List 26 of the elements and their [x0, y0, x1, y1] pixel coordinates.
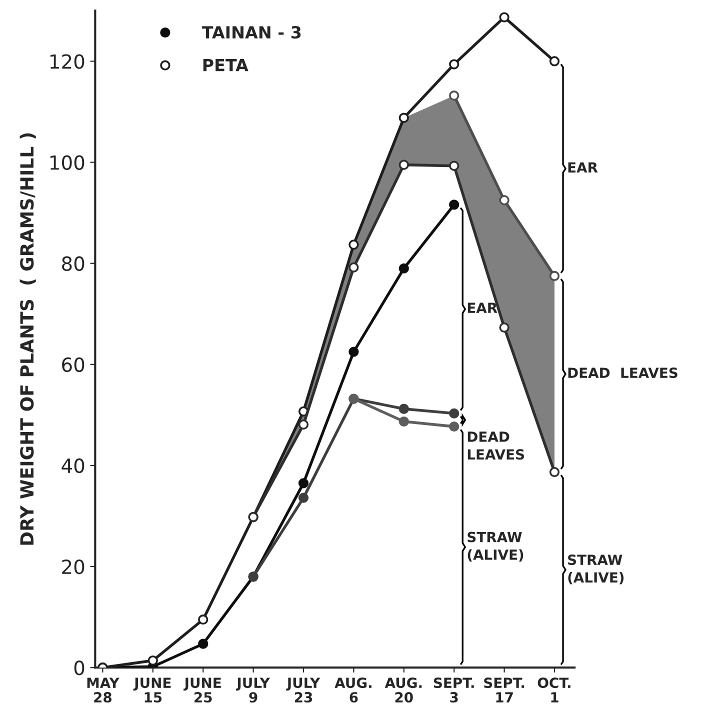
- y-tick-label: 60: [62, 357, 84, 372]
- legend-label: PETA: [203, 59, 248, 72]
- y-tick-label: 120: [50, 54, 84, 69]
- x-tick-label: JUNE 25: [184, 678, 221, 703]
- x-tick-label: AUG. 20: [384, 678, 422, 703]
- annotation: STRAW (ALIVE): [468, 532, 524, 562]
- x-tick-label: OCT. 1: [538, 678, 570, 702]
- x-tick-label: SEPT. 3: [434, 678, 474, 703]
- x-tick-label: JUNE 15: [133, 678, 171, 703]
- annotation: STRAW (ALIVE): [568, 554, 624, 584]
- y-tick-label: 100: [50, 155, 84, 170]
- x-tick-label: MAY 28: [87, 678, 120, 703]
- annotation: DEAD LEAVES: [468, 432, 524, 460]
- annotation: EAR: [468, 302, 498, 313]
- y-axis-title: DRY WEIGHT OF PLANTS ( GRAMS/HILL ): [20, 133, 36, 545]
- x-tick-label: AUG. 6: [334, 678, 372, 703]
- y-tick-label: 0: [74, 660, 84, 676]
- annotation: EAR: [568, 162, 598, 172]
- annotation: DEAD LEAVES: [568, 368, 678, 378]
- x-tick-label: JULY 23: [286, 678, 320, 703]
- y-tick-label: 80: [62, 256, 84, 272]
- x-tick-label: JULY 9: [236, 678, 270, 703]
- legend-label: TAINAN - 3: [202, 26, 301, 39]
- y-tick-label: 40: [62, 458, 84, 474]
- x-tick-label: SEPT. 17: [484, 678, 524, 702]
- y-tick-label: 20: [62, 559, 84, 574]
